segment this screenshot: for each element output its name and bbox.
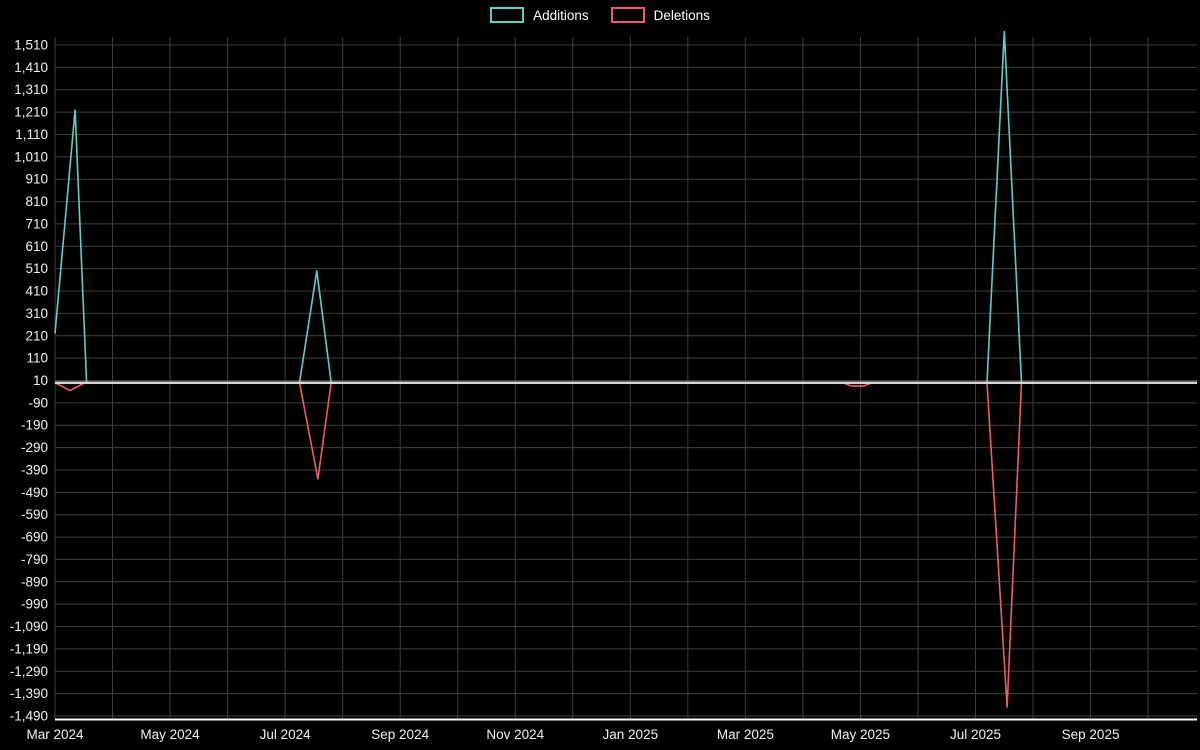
deletions-legend-label: Deletions bbox=[653, 7, 710, 23]
y-tick-label: -190 bbox=[21, 418, 48, 433]
y-tick-label: 810 bbox=[25, 194, 48, 209]
y-tick-label: -1,190 bbox=[10, 641, 48, 656]
additions-legend-label: Additions bbox=[533, 7, 589, 23]
y-tick-label: -90 bbox=[28, 395, 48, 410]
y-tick-label: 1,410 bbox=[14, 60, 48, 75]
legend-item-additions[interactable]: Additions bbox=[490, 7, 589, 23]
x-tick-label: May 2024 bbox=[140, 727, 200, 742]
additions-line bbox=[54, 30, 1197, 384]
y-tick-label: -890 bbox=[21, 574, 48, 589]
y-tick-label: -290 bbox=[21, 440, 48, 455]
y-tick-label: -990 bbox=[21, 597, 48, 612]
y-tick-label: -590 bbox=[21, 507, 48, 522]
x-tick-label: Mar 2025 bbox=[717, 727, 774, 742]
y-tick-label: 510 bbox=[25, 261, 48, 276]
y-tick-label: 1,310 bbox=[14, 82, 48, 97]
y-tick-label: -1,390 bbox=[10, 686, 48, 701]
y-tick-label: -690 bbox=[21, 530, 48, 545]
y-tick-label: 610 bbox=[25, 239, 48, 254]
y-tick-label: 1,110 bbox=[15, 127, 48, 142]
y-tick-label: -390 bbox=[21, 462, 48, 477]
y-tick-label: -490 bbox=[21, 485, 48, 500]
x-tick-label: Jan 2025 bbox=[603, 727, 659, 742]
x-tick-label: Sep 2024 bbox=[371, 727, 429, 742]
y-tick-label: -790 bbox=[21, 552, 48, 567]
x-tick-label: Nov 2024 bbox=[486, 727, 544, 742]
y-tick-label: 710 bbox=[25, 216, 48, 231]
y-tick-label: 410 bbox=[25, 284, 48, 299]
y-tick-label: 1,510 bbox=[14, 38, 48, 53]
x-tick-label: Mar 2024 bbox=[26, 727, 84, 742]
y-tick-label: 210 bbox=[25, 328, 48, 343]
x-tick-label: Sep 2025 bbox=[1062, 727, 1120, 742]
y-tick-label: 1,210 bbox=[14, 105, 48, 120]
y-tick-label: 110 bbox=[26, 351, 48, 366]
y-tick-label: -1,490 bbox=[10, 709, 48, 724]
x-tick-label: Jul 2025 bbox=[950, 727, 1001, 742]
legend-item-deletions[interactable]: Deletions bbox=[610, 7, 710, 23]
y-tick-label: 1,010 bbox=[14, 149, 48, 164]
additions-swatch bbox=[490, 7, 525, 23]
y-tick-label: 910 bbox=[25, 172, 48, 187]
x-tick-label: Jul 2024 bbox=[260, 727, 312, 742]
y-tick-label: -1,290 bbox=[10, 664, 48, 679]
chart-legend: Additions Deletions bbox=[0, 7, 1200, 23]
y-tick-label: -1,090 bbox=[10, 619, 48, 634]
y-tick-label: 310 bbox=[25, 306, 48, 321]
deletions-line bbox=[54, 381, 1197, 708]
deletions-swatch bbox=[610, 7, 645, 23]
y-tick-label: 10 bbox=[33, 373, 48, 388]
x-tick-label: May 2025 bbox=[831, 727, 890, 742]
